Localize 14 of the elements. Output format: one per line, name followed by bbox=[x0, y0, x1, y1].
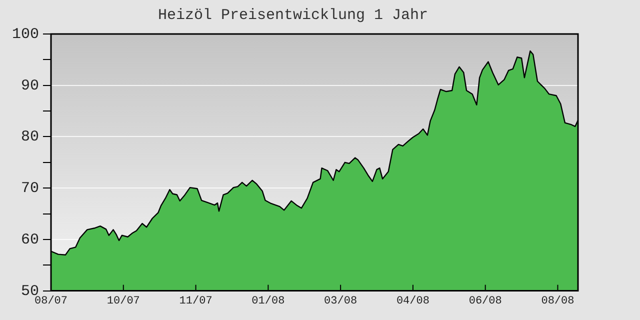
y-tick-label: 100 bbox=[12, 26, 40, 43]
y-tick-label: 60 bbox=[20, 231, 40, 248]
x-tick-label: 08/08 bbox=[541, 295, 574, 308]
x-tick-label: 01/08 bbox=[252, 295, 285, 308]
y-tick-label: 80 bbox=[20, 128, 40, 146]
x-tick-label: 10/07 bbox=[106, 295, 140, 308]
x-tick-label: 04/08 bbox=[396, 295, 430, 308]
y-tick-label: 90 bbox=[20, 77, 40, 94]
chart-title: Heizöl Preisentwicklung 1 Jahr bbox=[158, 6, 428, 24]
x-tick-label: 11/07 bbox=[179, 295, 212, 308]
x-tick-label: 08/07 bbox=[34, 295, 68, 308]
y-tick-label: 70 bbox=[20, 180, 40, 198]
x-tick-label: 06/08 bbox=[468, 295, 502, 308]
x-tick-label: 03/08 bbox=[324, 295, 358, 308]
